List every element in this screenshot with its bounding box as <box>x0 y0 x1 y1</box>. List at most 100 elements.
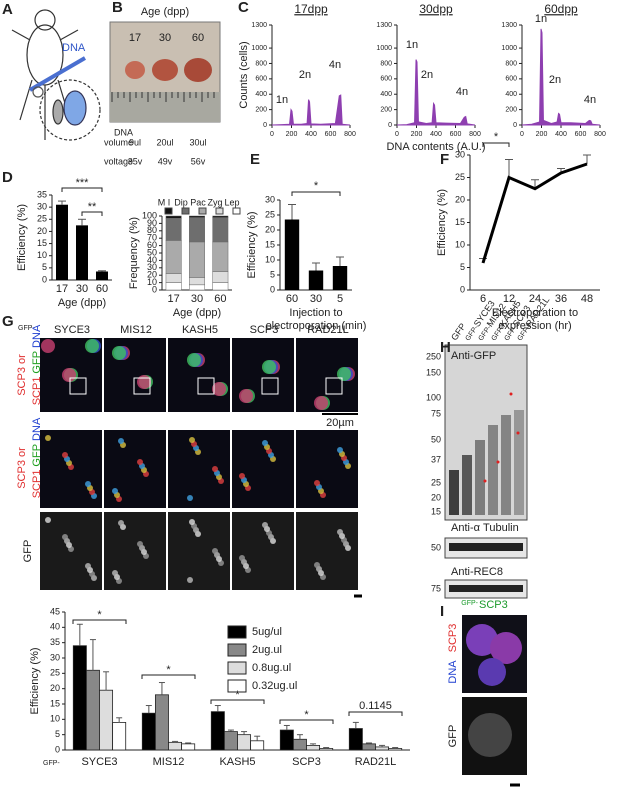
bracket <box>81 211 103 216</box>
y-tick-label: 25 <box>455 172 465 182</box>
y-tick-label: 1000 <box>251 45 267 52</box>
annotation: ** <box>88 201 97 213</box>
chromosome <box>262 440 268 446</box>
bar-segment <box>212 217 229 243</box>
y-tick-label: 1300 <box>501 22 517 29</box>
y-tick-label: 40 <box>147 255 157 265</box>
y-tick-label: 15 <box>265 239 275 249</box>
y-tick-label: 1000 <box>376 45 392 52</box>
x-tick-label: 17 <box>56 283 68 295</box>
y-tick-label: 25 <box>50 668 60 678</box>
x-tick-label: 0 <box>395 131 399 138</box>
column-header: RAD21L <box>307 324 349 336</box>
y-tick-label: 30 <box>455 149 465 159</box>
y-tick-label: 60 <box>147 240 157 250</box>
image-tile <box>168 338 230 412</box>
chromosome <box>314 480 320 486</box>
nucleus <box>337 367 351 381</box>
testis <box>152 59 178 81</box>
x-tick-label: 60 <box>286 293 298 305</box>
column-header: SCP3 <box>250 324 279 336</box>
voltage: 49v <box>158 156 173 166</box>
legend-swatch <box>181 207 190 215</box>
y-tick-label: 600 <box>380 76 392 83</box>
panel-label: A <box>2 1 13 18</box>
x-axis-label: DNA contents (A.U.) <box>386 141 485 153</box>
y-tick-label: 0 <box>513 122 517 129</box>
inset-box <box>261 377 279 395</box>
y-tick-label: 400 <box>380 91 392 98</box>
age: 17 <box>129 32 141 44</box>
x-tick-label: SYCE3 <box>81 756 117 768</box>
bar <box>72 645 87 751</box>
y-axis-label: Efficiency (%) <box>16 204 28 271</box>
inset-box <box>133 377 151 395</box>
y-tick-label: 600 <box>505 76 517 83</box>
bar-segment <box>212 271 229 283</box>
marker-stars <box>483 392 520 483</box>
cell <box>490 632 522 664</box>
bracket <box>348 711 403 716</box>
image-tile <box>296 430 358 508</box>
nucleus <box>112 346 126 360</box>
y-tick-label: 25 <box>37 214 47 224</box>
legend-swatch <box>232 207 241 215</box>
marker: 75 <box>431 583 441 593</box>
bracket <box>72 619 127 624</box>
volume: 30ul <box>189 137 206 147</box>
nucleus <box>85 339 99 353</box>
legend-swatch <box>227 643 247 657</box>
x-tick-label: 0 <box>270 131 274 138</box>
x-tick-label: 30 <box>191 293 203 305</box>
annotation: * <box>314 180 319 192</box>
y-axis-label: Frequency (%) <box>128 217 140 289</box>
cell <box>468 713 512 757</box>
chromosome <box>212 466 218 472</box>
bar <box>348 728 363 751</box>
inset-box <box>325 377 343 395</box>
y-tick-label: 30 <box>265 194 275 204</box>
image-tile <box>104 512 166 590</box>
voltage: 56v <box>191 156 206 166</box>
histogram-area <box>521 28 601 126</box>
x-tick-label: 600 <box>575 131 587 138</box>
x-tick-label: 800 <box>344 131 356 138</box>
annotation: 0.1145 <box>359 700 392 712</box>
x-axis-label: Electroporation to <box>492 307 578 319</box>
y-tick-label: 1300 <box>376 22 392 29</box>
column-header: KASH5 <box>182 324 218 336</box>
x-tick-label: 800 <box>594 131 606 138</box>
bracket <box>291 191 341 196</box>
annotation: 2n <box>299 69 311 81</box>
chromosome <box>314 562 320 568</box>
annotation: 4n <box>329 59 341 71</box>
dna-label: DNA <box>62 42 86 54</box>
chart-title: 30dpp <box>419 2 453 16</box>
volume: 9ul <box>129 137 141 147</box>
y-tick-label: 0 <box>55 744 60 754</box>
inset-box <box>197 377 215 395</box>
x-axis-label: Injection to <box>289 307 342 319</box>
y-axis-label: Efficiency (%) <box>436 189 448 256</box>
bar <box>56 204 68 280</box>
nucleus <box>187 353 201 367</box>
bar <box>76 225 88 280</box>
bracket <box>210 699 265 704</box>
legend-swatch <box>164 207 173 215</box>
image-tile <box>104 430 166 508</box>
bar <box>210 711 225 751</box>
panel-label: B <box>112 0 123 16</box>
x-tick-label: 800 <box>469 131 481 138</box>
side-label-part: SCP3 or <box>16 447 28 489</box>
y-tick-label: 10 <box>455 239 465 249</box>
annotation: 4n <box>456 86 468 98</box>
legend-label: 0.8ug.ul <box>252 662 291 674</box>
x-tick-label: RAD21L <box>355 756 397 768</box>
age: 60 <box>192 32 204 44</box>
chromosome <box>137 459 143 465</box>
volume: 20ul <box>156 137 173 147</box>
bar <box>112 722 127 751</box>
y-tick-label: 50 <box>147 247 157 257</box>
blot-label: Anti-GFP <box>451 350 496 362</box>
